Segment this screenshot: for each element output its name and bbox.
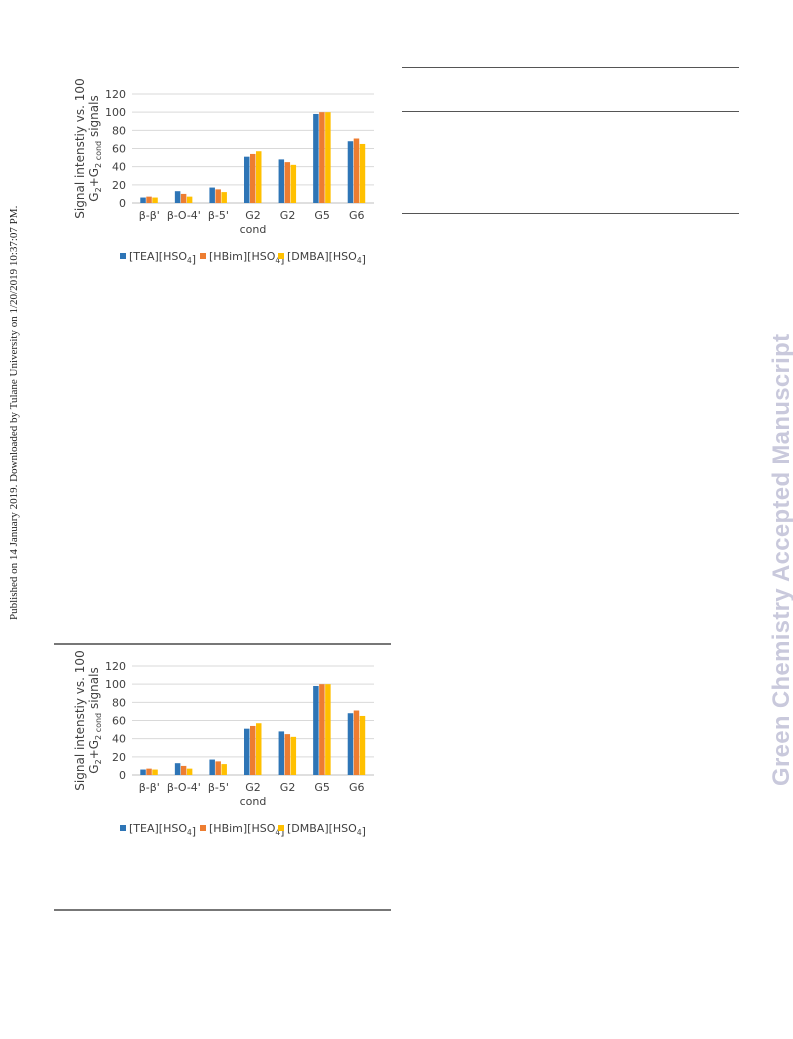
chart-2-legend-swatch-1 — [120, 825, 126, 831]
chart-2-bar-1-2 — [174, 763, 181, 775]
chart-1-y-tick-label: 40 — [112, 161, 126, 174]
chart-1-legend-label-3: [DMBA][HSO4] — [287, 250, 366, 266]
chart-1-x-tick-label: G2 — [280, 209, 296, 222]
chart-1-y-tick-label: 120 — [105, 88, 126, 101]
chart-2-bar-1-1 — [140, 769, 146, 775]
chart-1-bar-2-4 — [250, 153, 256, 203]
chart-1-bar-1-2 — [174, 191, 181, 203]
chart-1-bar-3-6 — [325, 112, 331, 203]
chart-2-y-tick-label: 100 — [105, 678, 126, 691]
chart-1-bar-2-3 — [215, 189, 221, 203]
chart-2-bar-2-3 — [215, 761, 221, 775]
chart-2-y-axis-label: Signal intenstiy vs. 100G2+G2 cond signa… — [73, 650, 103, 790]
chart-1-legend-label-2: [HBim][HSO4] — [209, 250, 284, 266]
chart-2-legend-label-2: [HBim][HSO4] — [209, 822, 284, 838]
chart-2-y-tick-label: 80 — [112, 696, 126, 709]
chart-2-legend-swatch-2 — [200, 825, 206, 831]
chart-1-bar-3-5 — [290, 164, 297, 203]
chart-1-bar-3-3 — [221, 192, 227, 203]
chart-1-legend-swatch-1 — [120, 253, 126, 259]
chart-2-bar-1-4 — [244, 728, 250, 775]
chart-2-bar-2-2 — [180, 765, 187, 775]
chart-2-bar-3-5 — [290, 736, 297, 775]
chart-2-bar-3-3 — [221, 764, 227, 775]
chart-1-bar-2-6 — [319, 112, 325, 203]
chart-1-bar-1-5 — [278, 159, 285, 203]
chart-1-y-tick-label: 0 — [119, 197, 126, 210]
chart-1-y-axis-label: Signal intenstiy vs. 100G2+G2 cond signa… — [73, 78, 103, 218]
chart-1-bar-1-7 — [347, 141, 354, 203]
chart-1-x-tick-label: β-β' — [139, 209, 160, 222]
chart-2-bar-2-7 — [353, 710, 360, 775]
chart-2-bar-2-5 — [284, 734, 291, 775]
chart-1-bar-2-5 — [284, 162, 291, 203]
chart-1-y-tick-label: 100 — [105, 106, 126, 119]
chart-2-x-tick-label: G5 — [314, 781, 330, 794]
chart-2-y-tick-label: 120 — [105, 660, 126, 673]
table-top-rule — [402, 67, 739, 68]
publication-note: Published on 14 January 2019. Downloaded… — [8, 205, 20, 620]
chart-2-bar-3-1 — [152, 769, 158, 775]
chart-2-bar-2-4 — [250, 725, 256, 775]
chart-1-bar-3-2 — [186, 196, 193, 203]
chart-1-bar-1-4 — [244, 156, 250, 203]
chart-1-y-tick-label: 20 — [112, 179, 126, 192]
chart-2-bar-1-7 — [347, 713, 354, 775]
chart-2-y-tick-label: 60 — [112, 715, 126, 728]
chart-2-y-tick-label: 20 — [112, 751, 126, 764]
chart-2-x-tick-label: β-5' — [208, 781, 229, 794]
table-bottom-rule — [402, 213, 739, 214]
chart-2-bar-1-6 — [313, 685, 319, 775]
chart-1-x-tick-label: β-O-4' — [167, 209, 201, 222]
chart-1-y-tick-label: 60 — [112, 143, 126, 156]
chart-2-legend-swatch-3 — [278, 825, 284, 831]
chart-2-x-tick-label: β-β' — [139, 781, 160, 794]
chart-1-bar-3-4 — [256, 151, 262, 203]
chart-2-bar-3-6 — [325, 684, 331, 775]
chart-2-bar-2-6 — [319, 684, 325, 775]
chart-1-legend-swatch-3 — [278, 253, 284, 259]
chart-2-bar-2-1 — [146, 768, 152, 775]
chart-1-bar-1-1 — [140, 197, 146, 203]
chart-1-bar-2-2 — [180, 193, 187, 203]
chart-1-legend-swatch-2 — [200, 253, 206, 259]
chart-2-y-tick-label: 0 — [119, 769, 126, 782]
chart-2-x-tick-label: G6 — [349, 781, 365, 794]
chart-1-x-tick-label: β-5' — [208, 209, 229, 222]
chart-2-bar-3-2 — [186, 768, 193, 775]
figure-separator-rule — [54, 643, 391, 645]
chart-2-x-tick-label: G2 cond — [240, 781, 267, 808]
chart-2-bar-1-3 — [209, 759, 215, 775]
chart-2-legend-label-3: [DMBA][HSO4] — [287, 822, 366, 838]
chart-2-x-tick-label: G2 — [280, 781, 296, 794]
chart-2-legend-label-1: [TEA][HSO4] — [129, 822, 196, 838]
chart-2-bar-1-5 — [278, 731, 285, 775]
chart-2-bar-3-7 — [359, 715, 366, 775]
chart-1-bar-3-1 — [152, 197, 158, 203]
chart-2-bar-3-4 — [256, 723, 262, 775]
chart-2-x-tick-label: β-O-4' — [167, 781, 201, 794]
figure-bottom-rule — [54, 909, 391, 911]
chart-1-y-tick-label: 80 — [112, 124, 126, 137]
chart-1-bar-1-6 — [313, 113, 319, 203]
chart-2-y-tick-label: 40 — [112, 733, 126, 746]
watermark-text: Green Chemistry Accepted Manuscript — [768, 333, 793, 786]
chart-1-x-tick-label: G6 — [349, 209, 365, 222]
chart-1-x-tick-label: G5 — [314, 209, 330, 222]
chart-1-bar-2-7 — [353, 138, 360, 203]
chart-1-x-tick-label: G2 cond — [240, 209, 267, 236]
table-header-rule — [402, 111, 739, 112]
chart-1-bar-3-7 — [359, 143, 366, 203]
chart-1-bar-2-1 — [146, 196, 152, 203]
chart-1-legend-label-1: [TEA][HSO4] — [129, 250, 196, 266]
chart-1-bar-1-3 — [209, 187, 215, 203]
